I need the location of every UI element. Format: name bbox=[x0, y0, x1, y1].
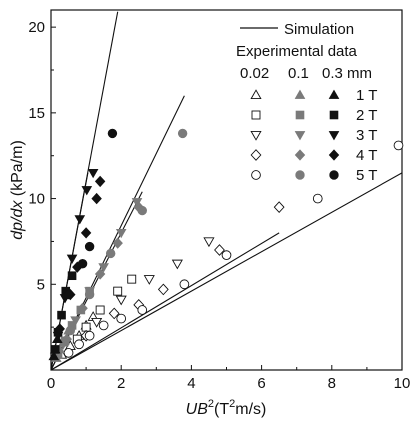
legend-row-label-4: 5 T bbox=[356, 167, 377, 184]
data-point bbox=[67, 271, 77, 281]
data-point bbox=[94, 268, 106, 280]
data-point bbox=[50, 345, 60, 354]
data-point bbox=[116, 313, 127, 324]
legend-marker bbox=[294, 89, 306, 99]
x-tick-label: 6 bbox=[257, 375, 265, 392]
data-point bbox=[65, 325, 76, 336]
legend-row-label-0: 1 T bbox=[356, 87, 377, 104]
simulation-line bbox=[50, 232, 280, 371]
data-point bbox=[171, 259, 183, 270]
data-point bbox=[113, 286, 123, 296]
legend-col-label-0: 0.02 bbox=[240, 65, 269, 82]
data-point bbox=[108, 307, 120, 320]
data-point bbox=[74, 339, 84, 350]
data-point bbox=[221, 250, 232, 260]
data-markers bbox=[48, 128, 404, 362]
legend-col-label-2: 0.3 mm bbox=[322, 65, 372, 82]
data-point bbox=[127, 274, 137, 284]
data-point bbox=[105, 248, 116, 259]
data-point bbox=[95, 305, 105, 315]
data-point bbox=[81, 186, 93, 196]
data-point bbox=[203, 237, 215, 248]
legend-simulation-label: Simulation bbox=[284, 21, 354, 38]
data-point bbox=[63, 289, 74, 300]
legend-marker bbox=[250, 149, 262, 161]
x-tick-label: 8 bbox=[328, 375, 336, 392]
legend-marker bbox=[329, 170, 339, 180]
legend-marker bbox=[251, 110, 261, 120]
data-point bbox=[84, 241, 95, 252]
legend-row-label-2: 3 T bbox=[356, 127, 377, 144]
legend-marker bbox=[250, 130, 262, 141]
data-point bbox=[157, 283, 169, 296]
data-point bbox=[77, 302, 88, 314]
data-point bbox=[312, 193, 323, 204]
y-tick-label: 15 bbox=[28, 105, 45, 122]
data-point bbox=[63, 348, 74, 358]
data-point bbox=[98, 263, 109, 273]
data-point bbox=[94, 175, 106, 188]
legend-marker bbox=[328, 149, 340, 161]
legend-row-label-1: 2 T bbox=[356, 107, 377, 124]
x-tick-label: 2 bbox=[117, 375, 125, 392]
legend-marker bbox=[328, 131, 340, 141]
data-point bbox=[54, 323, 65, 335]
legend-header: Experimental data bbox=[236, 43, 358, 60]
data-point bbox=[137, 205, 147, 216]
data-point bbox=[91, 317, 103, 328]
data-point bbox=[66, 254, 78, 264]
plot-frame bbox=[50, 9, 403, 371]
legend-marker bbox=[251, 170, 261, 180]
legend-marker bbox=[295, 110, 305, 120]
data-point bbox=[179, 279, 190, 290]
data-point bbox=[91, 192, 102, 205]
data-point bbox=[98, 320, 109, 331]
data-point bbox=[87, 168, 99, 179]
y-tick-label: 5 bbox=[37, 276, 45, 293]
data-point bbox=[112, 237, 123, 249]
legend-marker bbox=[294, 149, 306, 161]
legend-marker bbox=[329, 110, 339, 120]
data-point bbox=[84, 330, 95, 341]
y-axis-label: dp/dx (kPa/m) bbox=[9, 140, 26, 240]
data-point bbox=[143, 275, 155, 285]
data-point bbox=[214, 244, 225, 256]
y-tick-label: 20 bbox=[28, 19, 45, 36]
data-point bbox=[107, 128, 118, 139]
data-point bbox=[393, 140, 404, 151]
data-point bbox=[77, 259, 88, 269]
legend: Simulation Experimental data 0.02 0.1 0.… bbox=[236, 21, 377, 184]
data-point bbox=[74, 215, 86, 225]
data-point bbox=[70, 316, 81, 326]
legend-marker bbox=[294, 131, 306, 141]
legend-row-label-3: 4 T bbox=[356, 147, 377, 164]
data-point bbox=[115, 295, 127, 306]
y-tick-label: 10 bbox=[28, 191, 45, 208]
x-tick-label: 0 bbox=[47, 375, 55, 392]
data-point bbox=[48, 350, 60, 361]
simulation-line bbox=[50, 172, 403, 371]
data-point bbox=[177, 128, 188, 139]
legend-marker bbox=[328, 89, 340, 99]
data-point bbox=[61, 333, 73, 345]
legend-markers bbox=[250, 89, 340, 180]
data-point bbox=[84, 289, 95, 300]
legend-marker bbox=[250, 89, 262, 100]
legend-marker bbox=[295, 170, 305, 180]
axis-ticks: 0 2 4 6 8 10 5 10 15 20 bbox=[28, 19, 410, 392]
data-point bbox=[137, 305, 148, 315]
legend-col-label-1: 0.1 bbox=[288, 65, 309, 82]
x-axis-label: UB2(T2m/s) bbox=[186, 398, 267, 418]
x-tick-label: 4 bbox=[187, 375, 195, 392]
x-tick-label: 10 bbox=[394, 375, 411, 392]
data-point bbox=[273, 201, 285, 214]
data-point bbox=[80, 227, 92, 239]
data-point bbox=[115, 228, 127, 239]
data-point bbox=[57, 310, 66, 320]
